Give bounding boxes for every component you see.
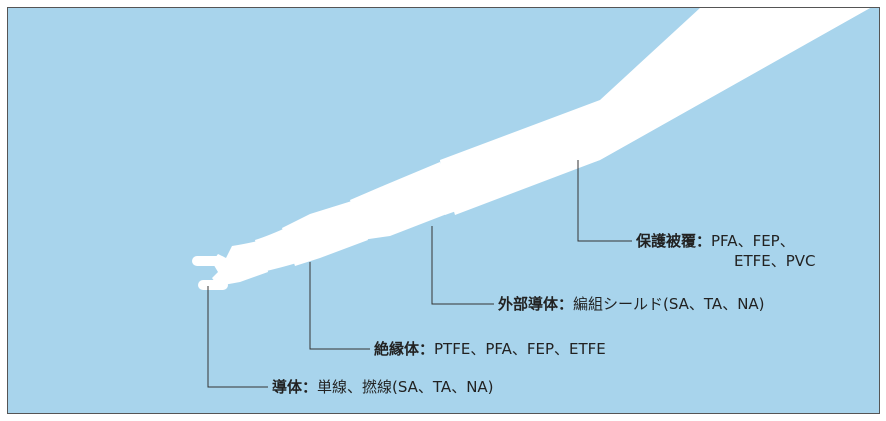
leader-line-conductor — [207, 286, 268, 388]
label-outer-conductor-name: 外部導体： — [498, 295, 574, 313]
leader-line-outer-conductor — [431, 226, 494, 305]
label-outer-conductor-value: 編組シールド(SA、TA、NA) — [573, 295, 765, 313]
label-outer-conductor: 外部導体：編組シールド(SA、TA、NA) — [498, 294, 765, 314]
leader-line-jacket — [577, 160, 632, 242]
insulator-section — [282, 200, 368, 266]
leader-line-insulator — [309, 262, 370, 350]
label-jacket-line2: ETFE、PVC — [734, 252, 816, 270]
label-insulator-value: PTFE、PFA、FEP、ETFE — [434, 340, 606, 358]
label-conductor-name: 導体： — [272, 378, 318, 396]
label-insulator-name: 絶縁体： — [374, 340, 435, 358]
label-conductor: 導体：単線、撚線(SA、TA、NA) — [272, 377, 494, 397]
label-insulator: 絶縁体：PTFE、PFA、FEP、ETFE — [374, 339, 606, 359]
label-conductor-value: 単線、撚線(SA、TA、NA) — [317, 378, 494, 396]
conductor-wire-top — [192, 256, 226, 266]
conductor-strands — [212, 240, 268, 286]
cable-jacket-body — [440, 8, 870, 215]
label-jacket-name: 保護被覆： — [636, 232, 712, 250]
insulator-twist — [255, 226, 300, 272]
conductor-wire-bottom — [198, 280, 228, 290]
label-jacket: 保護被覆：PFA、FEP、 ETFE、PVC — [636, 231, 816, 271]
label-jacket-line1: PFA、FEP、 — [711, 232, 795, 250]
outer-conductor-braid — [350, 162, 452, 240]
